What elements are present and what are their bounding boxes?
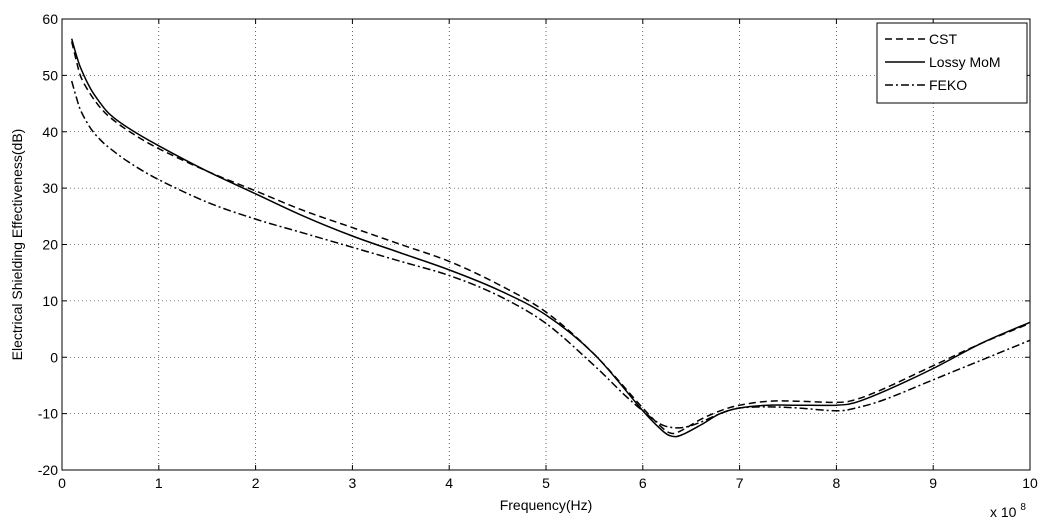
x-axis-multiplier-exponent: 8: [1020, 502, 1026, 513]
y-tick-label: 30: [42, 180, 58, 196]
y-tick-label: 50: [42, 67, 58, 83]
series-line-feko: [70, 80, 1031, 429]
y-tick-label: 10: [42, 293, 58, 309]
x-tick-label: 10: [1022, 475, 1038, 491]
grid: [62, 19, 1030, 470]
x-axis-multiplier: x 10 8: [990, 502, 1026, 520]
legend-label: Lossy MoM: [929, 54, 1001, 70]
x-tick-label: 0: [58, 475, 66, 491]
x-tick-label: 3: [349, 475, 357, 491]
x-tick-label: 5: [542, 475, 550, 491]
y-tick-label: -10: [38, 406, 58, 422]
x-axis-multiplier-base: x 10: [990, 504, 1017, 520]
y-tick-label: 20: [42, 237, 58, 253]
y-tick-label: -20: [38, 462, 58, 478]
legend-box: [876, 22, 1028, 104]
x-tick-label: 7: [736, 475, 744, 491]
x-tick-label: 4: [445, 475, 453, 491]
x-tick-label: 9: [929, 475, 937, 491]
legend-label: FEKO: [929, 77, 967, 93]
series-line-lossy-mom: [70, 38, 1031, 438]
x-axis-label: Frequency(Hz): [500, 497, 593, 513]
x-tick-label: 6: [639, 475, 647, 491]
legend: CST Lossy MoM FEKO: [876, 22, 1028, 104]
ticks: 0 1 2 3 4 5 6 7 8 9 10 -20 -10 0 10 20 30 40 50 60: [38, 11, 1038, 491]
x-tick-label: 1: [155, 475, 163, 491]
x-tick-label: 2: [252, 475, 260, 491]
series-layer: [70, 38, 1031, 438]
y-tick-label: 40: [42, 124, 58, 140]
y-axis-label: Electrical Shielding Effectiveness(dB): [9, 129, 25, 361]
legend-label: CST: [929, 31, 957, 47]
y-tick-label: 0: [50, 349, 58, 365]
y-tick-label: 60: [42, 11, 58, 27]
x-tick-label: 8: [833, 475, 841, 491]
